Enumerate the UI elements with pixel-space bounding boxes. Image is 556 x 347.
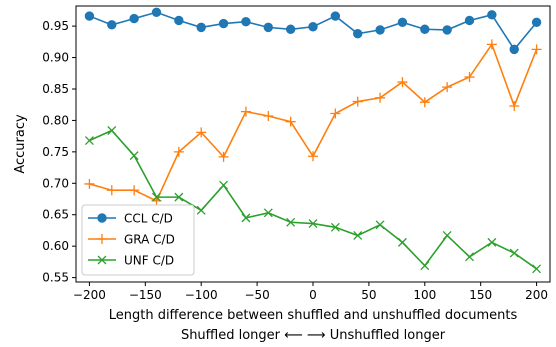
data-point-ccl-c-d [442, 25, 452, 35]
data-point-ccl-c-d [487, 10, 497, 20]
data-point-gra-c-d [352, 96, 363, 107]
y-tick-label: 0.90 [42, 51, 69, 65]
series-ccl-c-d [84, 7, 542, 55]
data-point-unf-c-d [532, 264, 542, 274]
legend-marker-ccl-c-d [97, 213, 107, 223]
data-point-ccl-c-d [397, 17, 408, 28]
data-point-unf-c-d [107, 126, 117, 135]
data-point-ccl-c-d [196, 22, 206, 33]
x-axis-label: Length difference between shuffled and u… [109, 308, 518, 323]
x-tick-label: 50 [361, 288, 376, 302]
x-tick-label: −100 [185, 288, 218, 302]
data-point-unf-c-d [420, 261, 430, 271]
data-point-unf-c-d [397, 237, 407, 247]
data-point-gra-c-d [375, 92, 386, 103]
y-tick-label: 0.85 [42, 82, 69, 96]
y-tick-label: 0.75 [42, 145, 69, 159]
y-tick-label: 0.65 [42, 208, 69, 222]
data-point-gra-c-d [173, 146, 184, 157]
data-point-gra-c-d [263, 111, 274, 122]
data-point-gra-c-d [509, 100, 520, 111]
data-point-ccl-c-d [263, 22, 273, 33]
data-point-gra-c-d [330, 108, 341, 119]
legend-label-unf-c-d: UNF C/D [124, 254, 174, 268]
x-tick-label: −50 [244, 288, 269, 302]
data-point-gra-c-d [84, 178, 95, 189]
plot-area [84, 7, 542, 274]
data-point-unf-c-d [487, 237, 497, 247]
data-point-gra-c-d [397, 77, 408, 88]
data-point-gra-c-d [240, 106, 251, 117]
data-point-unf-c-d [129, 151, 139, 161]
data-point-ccl-c-d [285, 24, 296, 34]
data-point-ccl-c-d [151, 7, 162, 17]
data-point-unf-c-d [353, 231, 363, 240]
data-point-unf-c-d [465, 252, 474, 262]
data-point-ccl-c-d [129, 13, 139, 24]
x-axis-sublabel: Shuffled longer ⟵ ⟶ Unshuffled longer [181, 328, 446, 343]
data-point-gra-c-d [308, 151, 318, 162]
data-point-ccl-c-d [107, 20, 117, 30]
y-tick-label: 0.55 [42, 271, 69, 285]
data-point-gra-c-d [218, 151, 229, 162]
data-point-unf-c-d [174, 192, 184, 202]
data-point-ccl-c-d [308, 22, 318, 32]
series-gra-c-d [84, 39, 542, 206]
legend-label-ccl-c-d: CCL C/D [124, 212, 173, 226]
y-tick-label: 0.60 [42, 239, 69, 253]
data-point-unf-c-d [330, 222, 340, 232]
x-tick-label: −200 [73, 288, 106, 302]
data-point-unf-c-d [375, 220, 385, 230]
data-point-unf-c-d [308, 219, 318, 228]
data-point-unf-c-d [84, 136, 94, 146]
data-point-unf-c-d [263, 208, 273, 218]
data-point-gra-c-d [129, 185, 140, 196]
data-point-ccl-c-d [464, 15, 475, 26]
data-point-unf-c-d [509, 248, 519, 258]
data-point-ccl-c-d [218, 18, 229, 29]
data-point-ccl-c-d [375, 25, 385, 35]
data-point-gra-c-d [419, 97, 430, 108]
y-axis-label: Accuracy [13, 114, 28, 174]
data-point-ccl-c-d [531, 17, 542, 28]
legend-marker-gra-c-d [97, 234, 107, 244]
data-point-ccl-c-d [509, 44, 519, 55]
data-point-unf-c-d [152, 192, 161, 202]
data-point-unf-c-d [219, 180, 229, 190]
data-point-ccl-c-d [84, 11, 95, 21]
x-tick-label: 0 [309, 288, 317, 302]
data-point-gra-c-d [196, 127, 207, 138]
y-tick-label: 0.70 [42, 176, 69, 190]
data-point-unf-c-d [286, 217, 296, 227]
series-unf-c-d [84, 126, 542, 274]
data-point-ccl-c-d [174, 15, 184, 26]
data-point-unf-c-d [196, 205, 206, 215]
data-point-unf-c-d [442, 231, 452, 240]
legend-label-gra-c-d: GRA C/D [124, 233, 175, 247]
x-tick-label: 150 [469, 288, 492, 302]
data-point-ccl-c-d [330, 11, 341, 21]
x-tick-label: −150 [129, 288, 162, 302]
data-point-gra-c-d [285, 116, 296, 127]
legend-marker-unf-c-d [97, 255, 107, 265]
y-axis: 0.55 0.60 0.65 0.70 0.75 0.80 0.85 0.90 0.95 [42, 19, 76, 285]
data-point-ccl-c-d [420, 24, 430, 34]
data-point-gra-c-d [464, 72, 475, 83]
y-tick-label: 0.80 [42, 113, 69, 127]
data-point-gra-c-d [486, 39, 497, 50]
legend: CCL C/D GRA C/D UNF C/D [81, 204, 195, 276]
data-point-gra-c-d [442, 82, 453, 93]
x-axis: −200 −150 −100 −50 0 50 100 150 200 [73, 282, 548, 302]
data-point-gra-c-d [106, 185, 117, 196]
x-tick-label: 100 [413, 288, 436, 302]
data-point-gra-c-d [531, 44, 542, 55]
y-tick-label: 0.95 [42, 19, 69, 33]
data-point-ccl-c-d [353, 28, 363, 39]
x-tick-label: 200 [525, 288, 548, 302]
data-point-unf-c-d [241, 213, 251, 223]
legend-box [81, 204, 195, 276]
data-point-ccl-c-d [241, 17, 251, 27]
